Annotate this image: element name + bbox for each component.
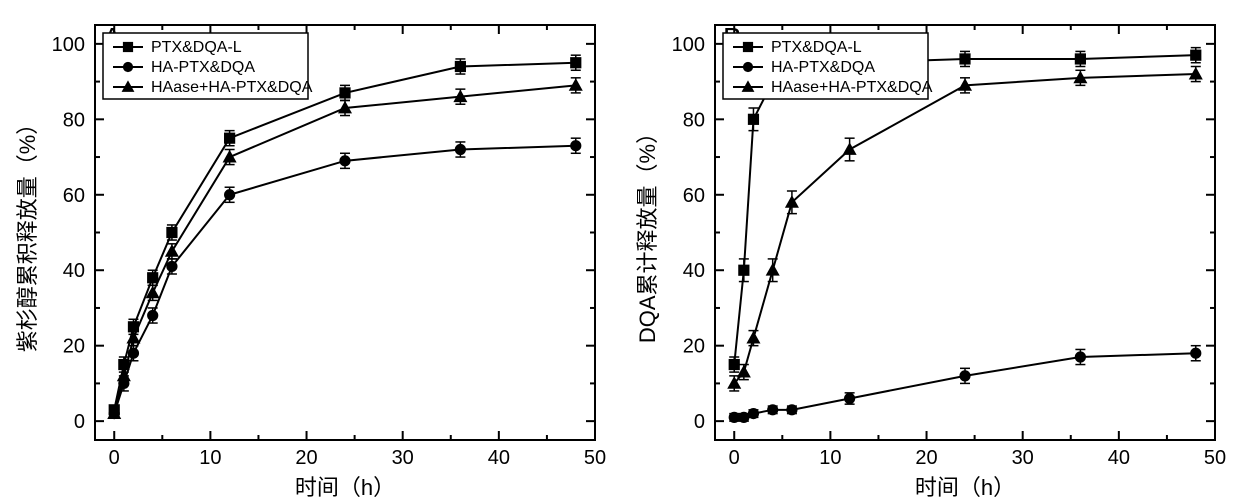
chart-wrapper: 01020304050020406080100时间（h）紫杉醇累积释放量（%）A… bbox=[0, 0, 1240, 504]
chart-svg-B: 01020304050020406080100时间（h）DQA累计释放量（%）B… bbox=[620, 0, 1240, 504]
xtick-label: 40 bbox=[488, 447, 510, 469]
ytick-label: 80 bbox=[63, 109, 85, 131]
series-line bbox=[734, 353, 1196, 417]
legend-label: HA-PTX&DQA bbox=[151, 59, 255, 76]
ytick-label: 100 bbox=[52, 34, 85, 56]
xtick-label: 50 bbox=[584, 447, 606, 469]
series-line bbox=[734, 55, 1196, 364]
xtick-label: 10 bbox=[199, 447, 221, 469]
chart-svg-A: 01020304050020406080100时间（h）紫杉醇累积释放量（%）A… bbox=[0, 0, 620, 504]
ytick-label: 20 bbox=[683, 336, 705, 358]
ytick-label: 60 bbox=[683, 185, 705, 207]
legend-label: PTX&DQA-L bbox=[151, 39, 242, 56]
xtick-label: 30 bbox=[1012, 447, 1034, 469]
xtick-label: 0 bbox=[729, 447, 740, 469]
y-axis-label: 紫杉醇累积释放量（%） bbox=[15, 113, 40, 353]
legend-label: HAase+HA-PTX&DQA bbox=[151, 79, 313, 96]
ytick-label: 0 bbox=[74, 411, 85, 433]
y-axis-label: DQA累计释放量（%） bbox=[635, 122, 660, 343]
ytick-label: 40 bbox=[683, 260, 705, 282]
panel-A: 01020304050020406080100时间（h）紫杉醇累积释放量（%）A… bbox=[0, 0, 620, 504]
series-line bbox=[114, 146, 576, 414]
xtick-label: 40 bbox=[1108, 447, 1130, 469]
x-axis-label: 时间（h） bbox=[295, 475, 395, 500]
xtick-label: 50 bbox=[1204, 447, 1226, 469]
xtick-label: 0 bbox=[109, 447, 120, 469]
ytick-label: 80 bbox=[683, 109, 705, 131]
ytick-label: 100 bbox=[672, 34, 705, 56]
series-line bbox=[114, 85, 576, 413]
xtick-label: 20 bbox=[915, 447, 937, 469]
ytick-label: 20 bbox=[63, 336, 85, 358]
xtick-label: 10 bbox=[819, 447, 841, 469]
xtick-label: 30 bbox=[392, 447, 414, 469]
legend-label: HA-PTX&DQA bbox=[771, 59, 875, 76]
x-axis-label: 时间（h） bbox=[915, 475, 1015, 500]
legend-label: PTX&DQA-L bbox=[771, 39, 862, 56]
ytick-label: 60 bbox=[63, 185, 85, 207]
series-line bbox=[734, 74, 1196, 383]
ytick-label: 0 bbox=[694, 411, 705, 433]
ytick-label: 40 bbox=[63, 260, 85, 282]
legend-label: HAase+HA-PTX&DQA bbox=[771, 79, 933, 96]
panel-B: 01020304050020406080100时间（h）DQA累计释放量（%）B… bbox=[620, 0, 1240, 504]
xtick-label: 20 bbox=[295, 447, 317, 469]
